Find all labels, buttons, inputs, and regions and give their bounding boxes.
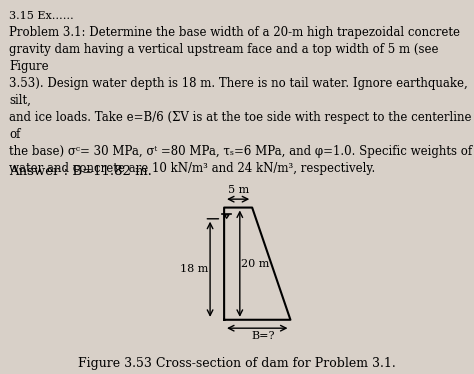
- Text: 18 m: 18 m: [180, 264, 209, 274]
- Text: 3.15 Ex……: 3.15 Ex……: [9, 11, 74, 21]
- Text: B=?: B=?: [251, 331, 274, 341]
- Text: 5 m: 5 m: [228, 185, 249, 195]
- Text: Figure 3.53 Cross-section of dam for Problem 3.1.: Figure 3.53 Cross-section of dam for Pro…: [78, 357, 396, 370]
- Text: 20 m: 20 m: [241, 259, 269, 269]
- Text: Answer : B=11.82 m.: Answer : B=11.82 m.: [9, 165, 152, 178]
- Text: Problem 3.1: Determine the base width of a 20-m high trapezoidal concrete
gravit: Problem 3.1: Determine the base width of…: [9, 26, 473, 175]
